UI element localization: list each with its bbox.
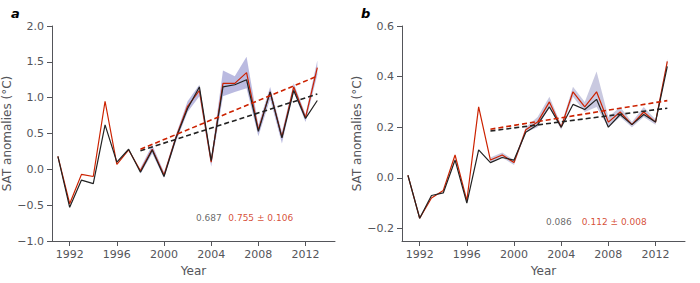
svg-text:0.4: 0.4: [377, 70, 395, 83]
svg-text:1996: 1996: [453, 248, 481, 261]
svg-text:0.755 ± 0.106: 0.755 ± 0.106: [228, 213, 293, 223]
svg-text:−0.5: −0.5: [17, 199, 44, 212]
svg-text:2.0: 2.0: [27, 20, 45, 33]
svg-text:2008: 2008: [594, 248, 622, 261]
svg-text:2012: 2012: [292, 248, 320, 261]
svg-text:b: b: [361, 6, 370, 21]
svg-text:2008: 2008: [244, 248, 272, 261]
svg-text:SAT anomalies (°C): SAT anomalies (°C): [350, 76, 364, 191]
svg-text:0.112 ± 0.008: 0.112 ± 0.008: [582, 217, 647, 227]
svg-text:0.2: 0.2: [377, 121, 395, 134]
svg-text:0.6: 0.6: [377, 20, 395, 33]
svg-text:1996: 1996: [103, 248, 131, 261]
svg-text:2000: 2000: [500, 248, 528, 261]
svg-text:2004: 2004: [197, 248, 225, 261]
svg-text:0.0: 0.0: [27, 163, 45, 176]
svg-text:−0.2: −0.2: [367, 222, 394, 235]
svg-text:2012: 2012: [642, 248, 670, 261]
svg-text:0.5: 0.5: [27, 127, 45, 140]
svg-text:a: a: [11, 6, 20, 21]
svg-text:2000: 2000: [150, 248, 178, 261]
svg-text:1992: 1992: [406, 248, 434, 261]
svg-text:1.0: 1.0: [27, 91, 45, 104]
svg-text:−1.0: −1.0: [17, 235, 44, 248]
svg-text:1992: 1992: [56, 248, 84, 261]
svg-text:0.0: 0.0: [377, 171, 395, 184]
svg-text:0.086: 0.086: [546, 217, 572, 227]
svg-text:0.687: 0.687: [196, 213, 222, 223]
svg-text:1.5: 1.5: [27, 55, 45, 68]
svg-text:2004: 2004: [547, 248, 575, 261]
svg-text:Year: Year: [180, 264, 206, 278]
svg-text:Year: Year: [530, 264, 556, 278]
svg-text:SAT anomalies (°C): SAT anomalies (°C): [0, 76, 14, 191]
